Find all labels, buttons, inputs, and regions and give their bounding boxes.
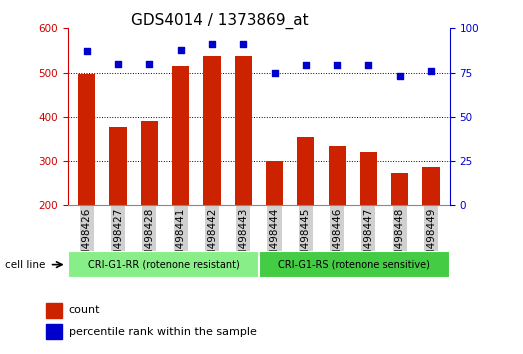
Bar bbox=[259, 251, 450, 278]
Bar bbox=[423, 167, 440, 205]
Point bbox=[239, 41, 247, 47]
Bar bbox=[47, 303, 62, 318]
Bar bbox=[266, 161, 283, 205]
Point bbox=[145, 61, 154, 67]
Bar bbox=[141, 121, 158, 205]
Point bbox=[83, 48, 91, 54]
Bar bbox=[235, 56, 252, 205]
Point bbox=[395, 73, 404, 79]
Bar bbox=[47, 324, 62, 339]
Point bbox=[333, 63, 342, 68]
Text: percentile rank within the sample: percentile rank within the sample bbox=[69, 326, 256, 337]
Text: count: count bbox=[69, 305, 100, 315]
Point bbox=[427, 68, 435, 74]
Point bbox=[364, 63, 372, 68]
Bar bbox=[360, 152, 377, 205]
Point bbox=[114, 61, 122, 67]
Bar bbox=[78, 74, 95, 205]
Bar bbox=[297, 137, 314, 205]
Text: cell line: cell line bbox=[5, 260, 46, 270]
Text: GDS4014 / 1373869_at: GDS4014 / 1373869_at bbox=[131, 12, 309, 29]
Point bbox=[270, 70, 279, 75]
Text: CRI-G1-RS (rotenone sensitive): CRI-G1-RS (rotenone sensitive) bbox=[278, 259, 430, 270]
Bar bbox=[391, 173, 408, 205]
Bar bbox=[172, 66, 189, 205]
Bar bbox=[203, 56, 221, 205]
Point bbox=[302, 63, 310, 68]
Point bbox=[176, 47, 185, 52]
Bar bbox=[328, 146, 346, 205]
Bar bbox=[68, 251, 259, 278]
Bar bbox=[109, 127, 127, 205]
Text: CRI-G1-RR (rotenone resistant): CRI-G1-RR (rotenone resistant) bbox=[87, 259, 240, 270]
Point bbox=[208, 41, 216, 47]
